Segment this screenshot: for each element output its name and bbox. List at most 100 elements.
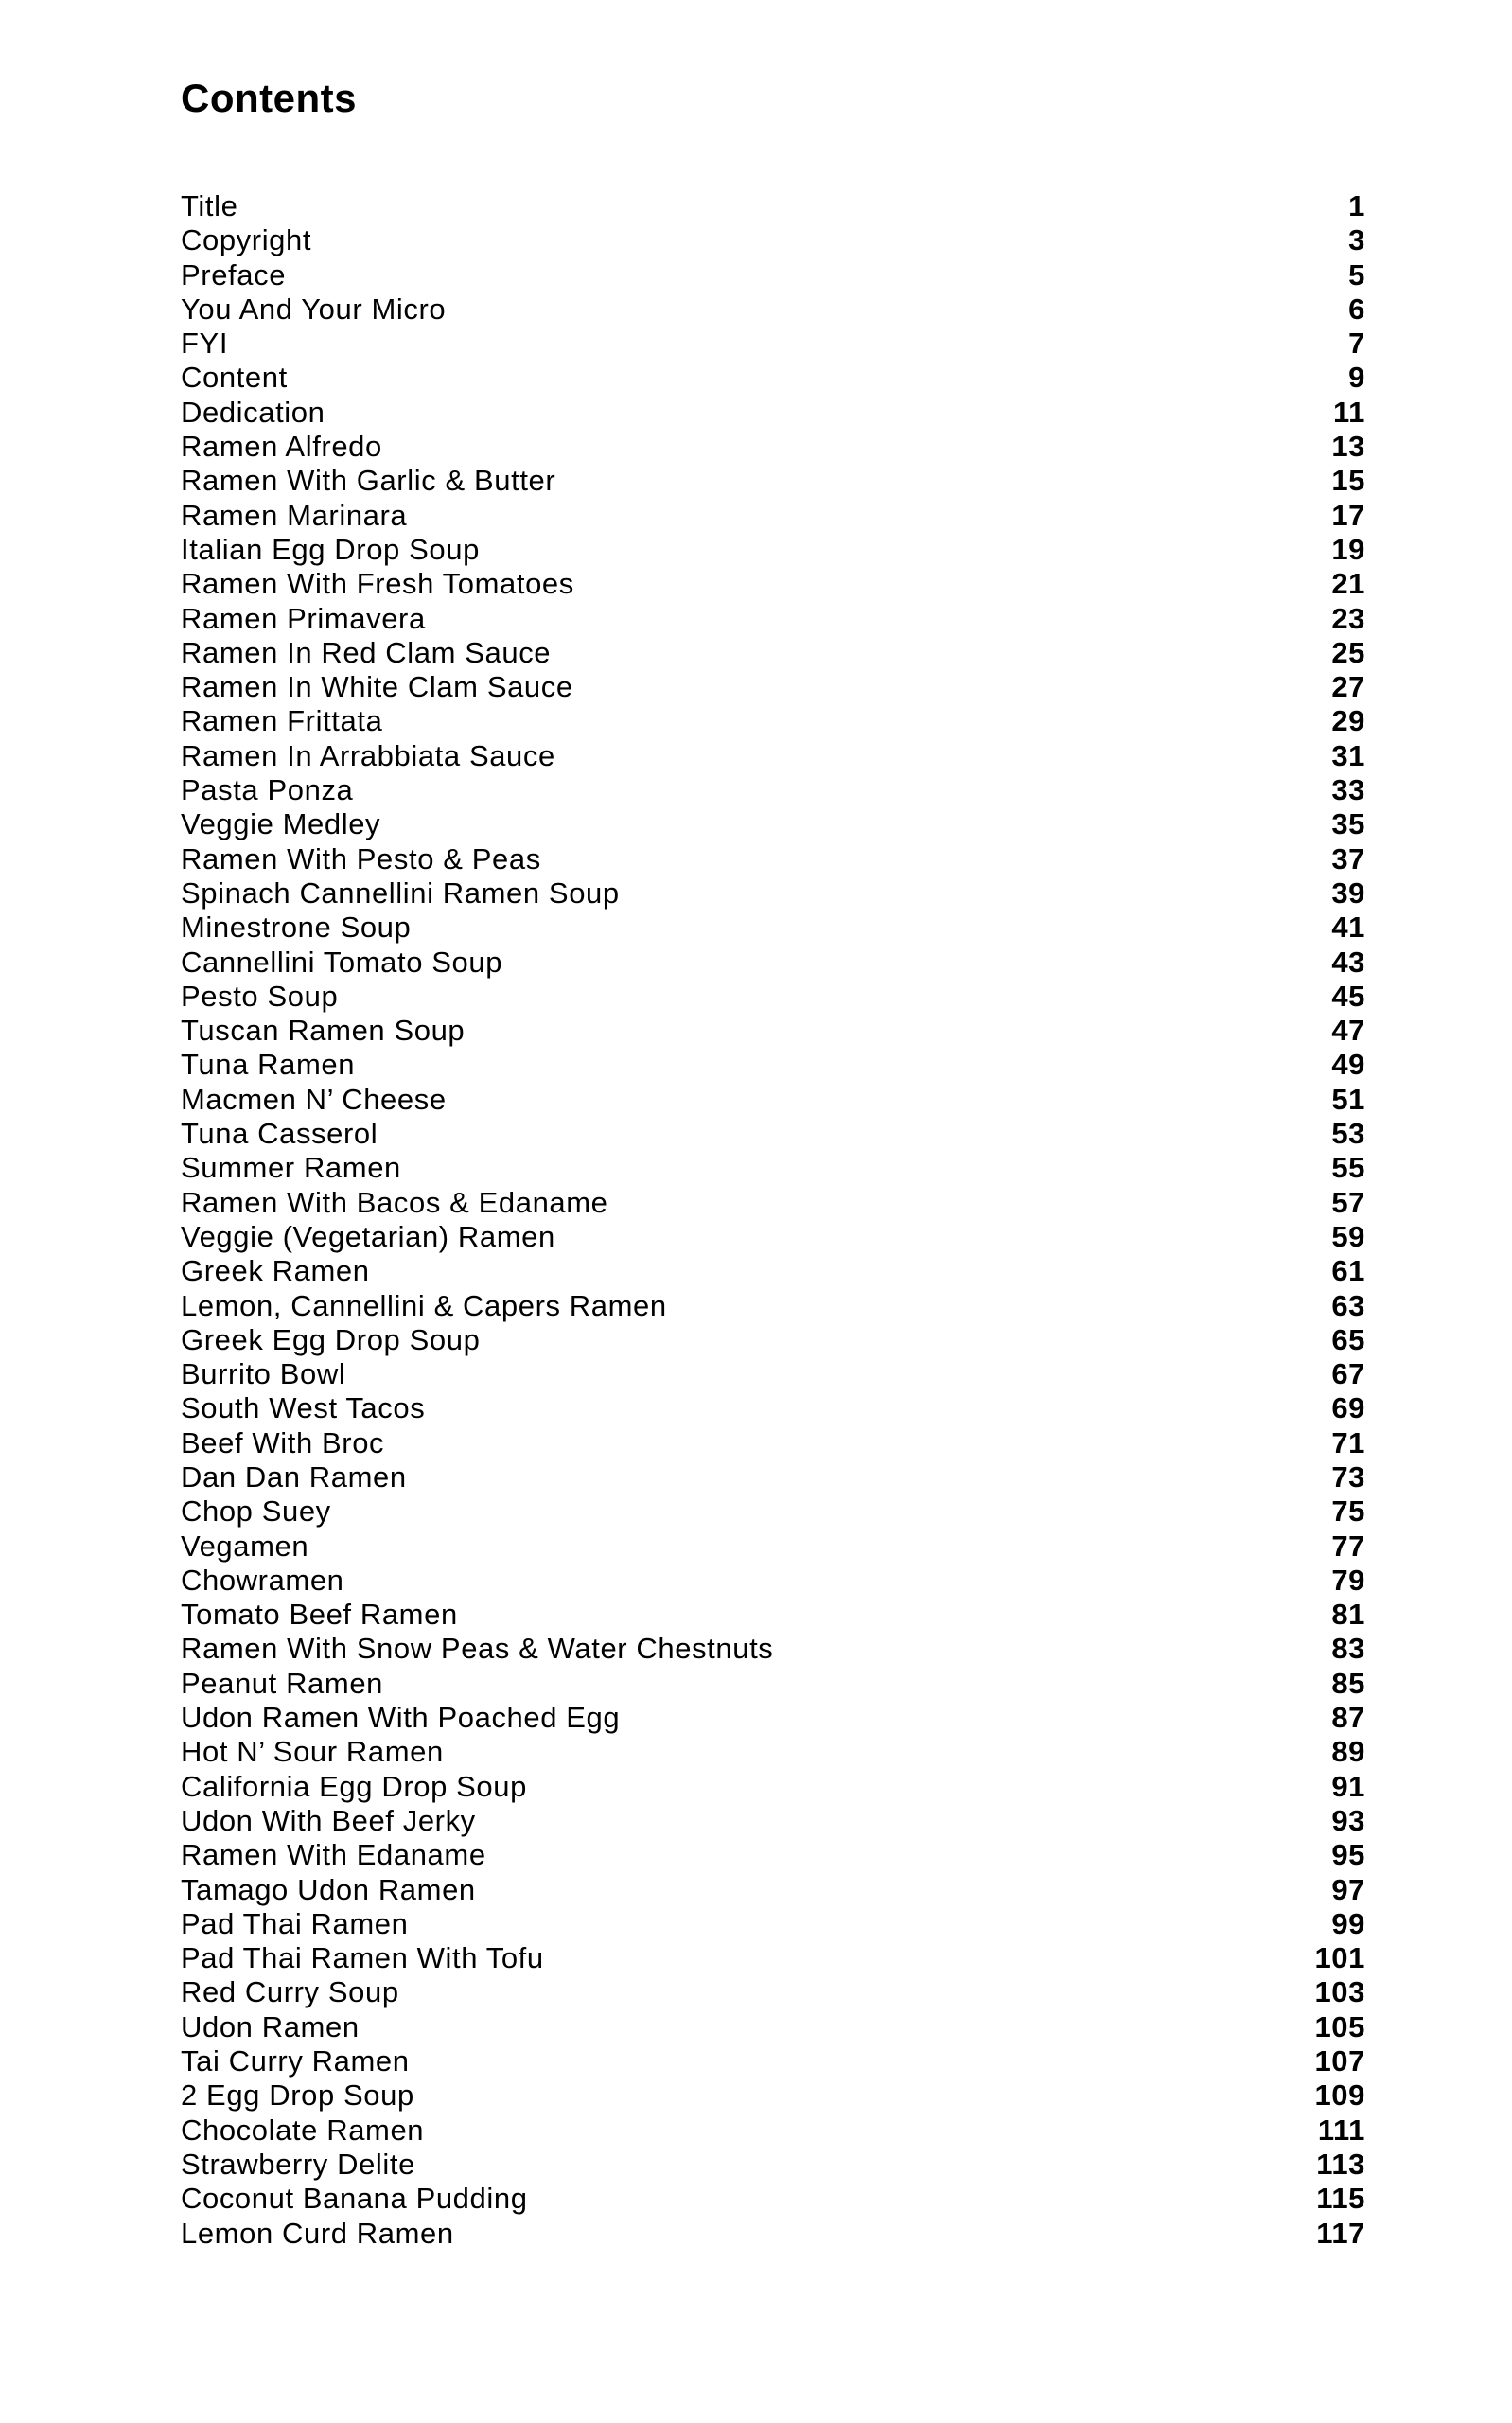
toc-entry[interactable]: Tuna Casserol 53 [181, 1117, 1365, 1151]
toc-entry[interactable]: Copyright 3 [181, 223, 1365, 257]
toc-entry[interactable]: Chowramen 79 [181, 1564, 1365, 1598]
toc-entry-title: Ramen Marinara [181, 498, 408, 532]
toc-entry[interactable]: South West Tacos 69 [181, 1391, 1365, 1425]
toc-entry[interactable]: Veggie Medley 35 [181, 807, 1365, 841]
toc-entry-title: Tomato Beef Ramen [181, 1598, 458, 1632]
toc-entry-title: Chop Suey [181, 1494, 331, 1529]
toc-entry[interactable]: Coconut Banana Pudding 115 [181, 2182, 1365, 2216]
toc-entry[interactable]: 2 Egg Drop Soup 109 [181, 2078, 1365, 2113]
toc-entry-title: Beef With Broc [181, 1425, 385, 1459]
toc-entry[interactable]: Veggie (Vegetarian) Ramen 59 [181, 1220, 1365, 1254]
toc-entry[interactable]: Pad Thai Ramen 99 [181, 1907, 1365, 1941]
toc-entry-page: 29 [1331, 704, 1365, 738]
toc-entry-title: Pesto Soup [181, 979, 339, 1013]
toc-entry[interactable]: Strawberry Delite 113 [181, 2148, 1365, 2182]
toc-entry-title: Ramen With Snow Peas & Water Chestnuts [181, 1632, 774, 1666]
toc-entry[interactable]: Hot N’ Sour Ramen 89 [181, 1735, 1365, 1769]
toc-entry-title: Peanut Ramen [181, 1666, 383, 1700]
toc-entry[interactable]: Udon Ramen With Poached Egg 87 [181, 1701, 1365, 1735]
toc-entry[interactable]: Title 1 [181, 189, 1365, 223]
toc-entry-title: Lemon Curd Ramen [181, 2216, 454, 2250]
toc-entry-page: 115 [1316, 2182, 1365, 2216]
toc-entry-page: 101 [1314, 1941, 1365, 1975]
toc-entry[interactable]: Tuscan Ramen Soup 47 [181, 1014, 1365, 1048]
toc-entry[interactable]: Ramen With Bacos & Edaname 57 [181, 1186, 1365, 1220]
toc-entry[interactable]: Minestrone Soup 41 [181, 911, 1365, 945]
toc-entry-title: Italian Egg Drop Soup [181, 532, 480, 566]
toc-entry-title: Coconut Banana Pudding [181, 2182, 528, 2216]
toc-entry[interactable]: Spinach Cannellini Ramen Soup 39 [181, 876, 1365, 911]
toc-entry-title: Pad Thai Ramen With Tofu [181, 1941, 544, 1975]
toc-entry[interactable]: Preface 5 [181, 258, 1365, 292]
toc-entry[interactable]: Ramen Primavera 23 [181, 602, 1365, 636]
toc-entry-title: Ramen With Pesto & Peas [181, 841, 541, 875]
toc-entry-title: Ramen Frittata [181, 704, 383, 738]
toc-entry[interactable]: Peanut Ramen 85 [181, 1667, 1365, 1701]
toc-entry-title: Veggie Medley [181, 807, 381, 841]
toc-entry[interactable]: Tai Curry Ramen 107 [181, 2044, 1365, 2078]
toc-entry[interactable]: Lemon, Cannellini & Capers Ramen 63 [181, 1289, 1365, 1323]
toc-entry[interactable]: Content 9 [181, 361, 1365, 395]
toc-entry-page: 9 [1348, 361, 1365, 395]
toc-entry[interactable]: Red Curry Soup 103 [181, 1975, 1365, 2009]
toc-entry[interactable]: Ramen With Snow Peas & Water Chestnuts 83 [181, 1632, 1365, 1666]
toc-entry-page: 11 [1333, 395, 1365, 429]
toc-entry[interactable]: Cannellini Tomato Soup 43 [181, 946, 1365, 980]
toc-entry[interactable]: Udon Ramen 105 [181, 2010, 1365, 2044]
toc-entry[interactable]: Pasta Ponza 33 [181, 773, 1365, 807]
toc-entry[interactable]: Pesto Soup 45 [181, 980, 1365, 1014]
toc-entry[interactable]: Dedication 11 [181, 396, 1365, 430]
toc-entry-page: 67 [1331, 1357, 1365, 1391]
toc-entry-page: 3 [1348, 223, 1365, 257]
toc-entry[interactable]: FYI 7 [181, 327, 1365, 361]
toc-entry-title: Vegamen [181, 1529, 309, 1563]
toc-entry[interactable]: Lemon Curd Ramen 117 [181, 2217, 1365, 2251]
toc-entry[interactable]: Macmen N’ Cheese 51 [181, 1083, 1365, 1117]
toc-entry-page: 103 [1314, 1975, 1365, 2009]
toc-entry[interactable]: You And Your Micro 6 [181, 292, 1365, 327]
toc-entry[interactable]: Beef With Broc 71 [181, 1426, 1365, 1460]
toc-entry[interactable]: Burrito Bowl 67 [181, 1357, 1365, 1391]
toc-entry-page: 109 [1314, 2078, 1365, 2113]
toc-entry[interactable]: Ramen Alfredo 13 [181, 430, 1365, 464]
toc-entry[interactable]: Ramen With Pesto & Peas 37 [181, 842, 1365, 876]
toc-entry-page: 53 [1331, 1117, 1365, 1151]
toc-entry[interactable]: Pad Thai Ramen With Tofu 101 [181, 1941, 1365, 1975]
toc-entry[interactable]: Greek Ramen 61 [181, 1254, 1365, 1288]
toc-entry[interactable]: Ramen Marinara 17 [181, 499, 1365, 533]
toc-entry[interactable]: Summer Ramen 55 [181, 1151, 1365, 1185]
toc-entry-page: 99 [1331, 1906, 1365, 1940]
toc-entry[interactable]: Chocolate Ramen 111 [181, 2113, 1365, 2148]
toc-entry[interactable]: Ramen With Edaname 95 [181, 1838, 1365, 1872]
toc-entry-page: 65 [1331, 1322, 1365, 1356]
toc-entry[interactable]: Tuna Ramen 49 [181, 1048, 1365, 1082]
toc-entry-page: 1 [1348, 189, 1365, 222]
toc-entry[interactable]: Ramen In Arrabbiata Sauce 31 [181, 739, 1365, 773]
toc-entry[interactable]: Udon With Beef Jerky 93 [181, 1804, 1365, 1838]
toc-entry[interactable]: Dan Dan Ramen 73 [181, 1460, 1365, 1494]
toc-entry-page: 117 [1316, 2216, 1365, 2250]
toc-entry[interactable]: Tamago Udon Ramen 97 [181, 1873, 1365, 1907]
toc-entry-page: 39 [1331, 875, 1365, 910]
toc-entry-title: Copyright [181, 223, 312, 257]
toc-entry[interactable]: California Egg Drop Soup 91 [181, 1770, 1365, 1804]
toc-entry[interactable]: Chop Suey 75 [181, 1494, 1365, 1529]
toc-entry-page: 35 [1331, 807, 1365, 841]
toc-entry-title: Ramen With Fresh Tomatoes [181, 567, 574, 601]
toc-entry-page: 21 [1331, 567, 1365, 601]
toc-entry-title: Ramen Alfredo [181, 430, 382, 464]
toc-entry[interactable]: Tomato Beef Ramen 81 [181, 1598, 1365, 1632]
toc-entry[interactable]: Ramen Frittata 29 [181, 704, 1365, 738]
toc-entry[interactable]: Ramen In Red Clam Sauce 25 [181, 636, 1365, 670]
toc-entry-title: Udon With Beef Jerky [181, 1803, 476, 1837]
toc-entry[interactable]: Vegamen 77 [181, 1530, 1365, 1564]
toc-entry[interactable]: Italian Egg Drop Soup 19 [181, 533, 1365, 567]
toc-entry-title: You And Your Micro [181, 292, 447, 326]
toc-entry-page: 105 [1314, 2009, 1365, 2043]
toc-entry[interactable]: Ramen With Garlic & Butter 15 [181, 464, 1365, 498]
toc-entry-title: Chowramen [181, 1563, 344, 1597]
toc-entry[interactable]: Ramen In White Clam Sauce 27 [181, 670, 1365, 704]
toc-entry-page: 45 [1331, 979, 1365, 1013]
toc-entry[interactable]: Greek Egg Drop Soup 65 [181, 1323, 1365, 1357]
toc-entry[interactable]: Ramen With Fresh Tomatoes 21 [181, 567, 1365, 601]
